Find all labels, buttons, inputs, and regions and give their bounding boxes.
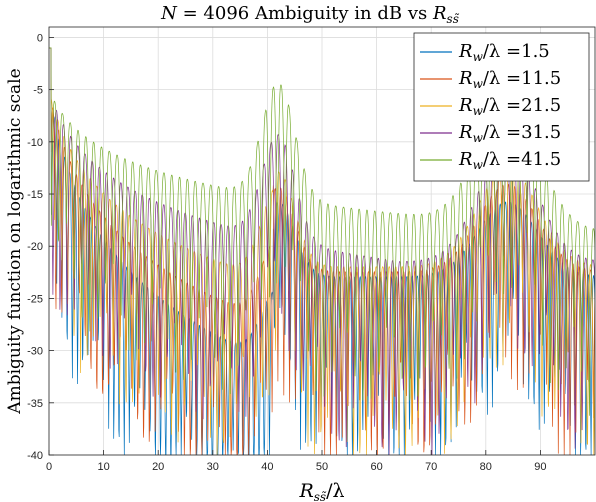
x-tick-label: 70 <box>425 461 437 473</box>
legend-label: Rw/λ =1.5 <box>458 41 550 64</box>
x-tick-label: 20 <box>152 461 164 473</box>
legend-box <box>413 32 590 182</box>
legend: Rw/λ =1.5 Rw/λ =11.5 Rw/λ =21.5 Rw/λ =31.5 R… <box>413 32 590 182</box>
x-tick-label: 90 <box>534 461 546 473</box>
y-tick-label: -15 <box>27 189 43 201</box>
x-tick-label: 40 <box>261 461 273 473</box>
series-line-5 <box>49 47 595 416</box>
x-tick-label: 80 <box>480 461 492 473</box>
y-axis-label: Ambiguity function on logarithmic scale <box>5 68 25 414</box>
y-tick-label: -40 <box>27 450 43 462</box>
y-tick-label: -5 <box>33 85 43 97</box>
axis-ticks: 0 10 20 30 40 50 60 70 80 90 0 -5 -10 -15 -20 -25 -30 -35… <box>27 32 546 473</box>
y-tick-label: 0 <box>37 32 43 44</box>
y-tick-label: -10 <box>27 137 43 149</box>
x-tick-label: 50 <box>316 461 328 473</box>
x-axis-label: Rss̃/λ <box>298 480 344 502</box>
chart-title: N = 4096 Ambiguity in dB vs Rss̃ <box>160 3 459 26</box>
series-lines <box>49 47 595 455</box>
x-tick-label: 10 <box>97 461 109 473</box>
legend-label: Rw/λ =41.5 <box>458 149 561 172</box>
y-tick-label: -25 <box>27 293 43 305</box>
x-tick-label: 0 <box>46 461 52 473</box>
legend-label: Rw/λ =21.5 <box>458 95 561 118</box>
y-tick-label: -35 <box>27 398 43 410</box>
legend-label: Rw/λ =11.5 <box>458 68 561 91</box>
x-tick-label: 30 <box>207 461 219 473</box>
legend-label: Rw/λ =31.5 <box>458 122 561 145</box>
y-tick-label: -30 <box>27 346 43 358</box>
y-tick-label: -20 <box>27 241 43 253</box>
x-tick-label: 60 <box>370 461 382 473</box>
